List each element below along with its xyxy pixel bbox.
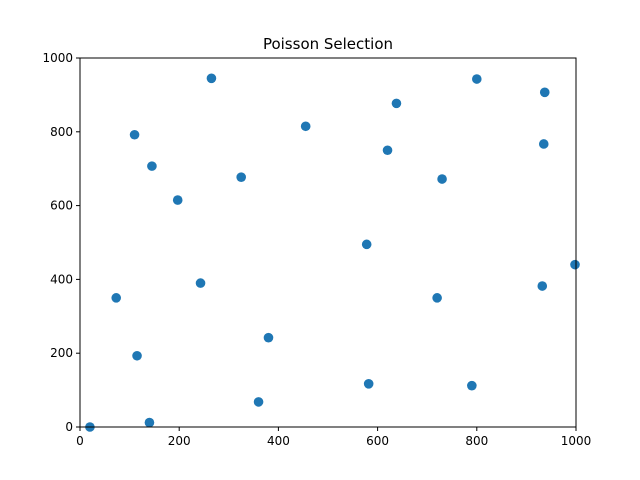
x-tick-label: 800 (465, 434, 488, 448)
data-point (361, 239, 372, 250)
x-tick-label: 0 (76, 434, 84, 448)
x-tick-label: 1000 (561, 434, 592, 448)
data-point (570, 259, 580, 270)
data-point (391, 98, 402, 109)
x-tick-label: 200 (168, 434, 191, 448)
data-point (132, 350, 142, 361)
data-point (363, 379, 374, 389)
y-tick-label: 1000 (42, 51, 73, 65)
y-tick-label: 200 (50, 346, 73, 360)
y-tick-label: 600 (50, 199, 73, 213)
data-point (144, 417, 155, 428)
y-tick-label: 0 (65, 420, 73, 434)
data-point (172, 195, 183, 205)
data-points (85, 73, 580, 432)
data-point (147, 161, 157, 171)
data-point (382, 145, 393, 156)
data-point (195, 278, 206, 288)
y-tick-label: 400 (50, 272, 73, 286)
data-point (300, 121, 311, 132)
data-point (206, 73, 217, 84)
data-point (236, 172, 246, 182)
plot-frame (79, 57, 577, 428)
y-tick-label: 800 (50, 125, 73, 139)
data-point (111, 293, 122, 303)
data-point (472, 74, 482, 84)
data-point (467, 380, 477, 391)
data-point (539, 87, 550, 98)
data-point (263, 332, 274, 343)
data-point (129, 129, 140, 140)
data-point (253, 397, 264, 407)
data-point (437, 174, 447, 184)
data-point (537, 281, 548, 291)
x-tick-label: 400 (267, 434, 290, 448)
data-point (538, 139, 549, 149)
chart-title: Poisson Selection (263, 35, 393, 53)
x-tick-label: 600 (366, 434, 389, 448)
data-point (432, 293, 442, 303)
axis-ticks: 0 200 400 600 800 1000 0 200 400 600 800 1000 (42, 51, 591, 448)
